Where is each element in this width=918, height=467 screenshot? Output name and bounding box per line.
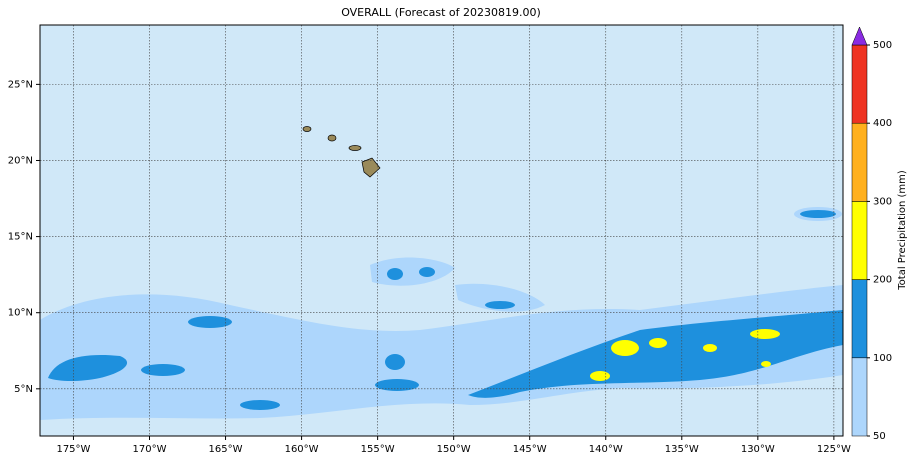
- precip-area: [188, 316, 232, 328]
- colorbar-tick-label: 100: [873, 353, 892, 364]
- colorbar-extension: [851, 26, 868, 46]
- x-tick-label: 175°W: [56, 444, 90, 455]
- colorbar-segment: [851, 122, 868, 202]
- precip-area: [387, 268, 403, 280]
- x-tick-label: 160°W: [285, 444, 319, 455]
- y-tick-label: 20°N: [8, 155, 33, 166]
- precip-layer: [40, 126, 843, 420]
- colorbar-tick-label: 50: [873, 431, 886, 442]
- precip-area: [419, 267, 435, 277]
- colorbar-segment: [851, 44, 868, 124]
- colorbar-segment: [851, 201, 868, 280]
- x-tick-label: 140°W: [589, 444, 623, 455]
- island: [327, 134, 337, 142]
- precip-area: [240, 400, 280, 410]
- precip-area: [375, 379, 419, 391]
- colorbar-segment: [851, 357, 868, 437]
- y-tick-label: 10°N: [8, 308, 33, 319]
- precip-area: [800, 210, 836, 218]
- precip-area: [48, 354, 128, 381]
- colorbar-tick-label: 400: [873, 118, 892, 129]
- precip-area: [40, 285, 843, 420]
- title: OVERALL (Forecast of 20230819.00): [341, 6, 541, 19]
- island: [361, 157, 381, 178]
- x-tick-label: 170°W: [133, 444, 167, 455]
- x-tick-label: 150°W: [437, 444, 471, 455]
- colorbar-tick-label: 200: [873, 275, 892, 286]
- colorbar-tick-label: 500: [873, 40, 892, 51]
- precip-area: [703, 344, 717, 352]
- grid: [40, 25, 843, 436]
- x-tick-label: 130°W: [741, 444, 775, 455]
- precip-area: [761, 361, 771, 367]
- precip-area: [468, 310, 843, 398]
- x-tick-label: 145°W: [513, 444, 547, 455]
- y-tick-label: 15°N: [8, 232, 33, 243]
- y-tick-label: 25°N: [8, 79, 33, 90]
- precip-area: [649, 338, 667, 348]
- precip-area: [455, 283, 545, 312]
- y-tick-label: 5°N: [14, 384, 33, 395]
- precip-area: [750, 329, 780, 339]
- precip-area: [590, 371, 610, 381]
- x-tick-label: 135°W: [665, 444, 699, 455]
- map-frame: [39, 24, 844, 437]
- colorbar-tick-label: 300: [873, 196, 892, 207]
- x-tick-label: 165°W: [209, 444, 243, 455]
- colorbar-label: Total Precipitation (mm): [897, 170, 908, 291]
- precip-area: [385, 354, 405, 370]
- x-tick-label: 125°W: [817, 444, 851, 455]
- precip-area: [141, 364, 185, 376]
- island: [302, 126, 312, 132]
- island: [348, 145, 362, 151]
- precip-area: [485, 301, 515, 309]
- precip-area: [611, 340, 639, 356]
- x-tick-label: 155°W: [361, 444, 395, 455]
- colorbar-segment: [851, 279, 868, 359]
